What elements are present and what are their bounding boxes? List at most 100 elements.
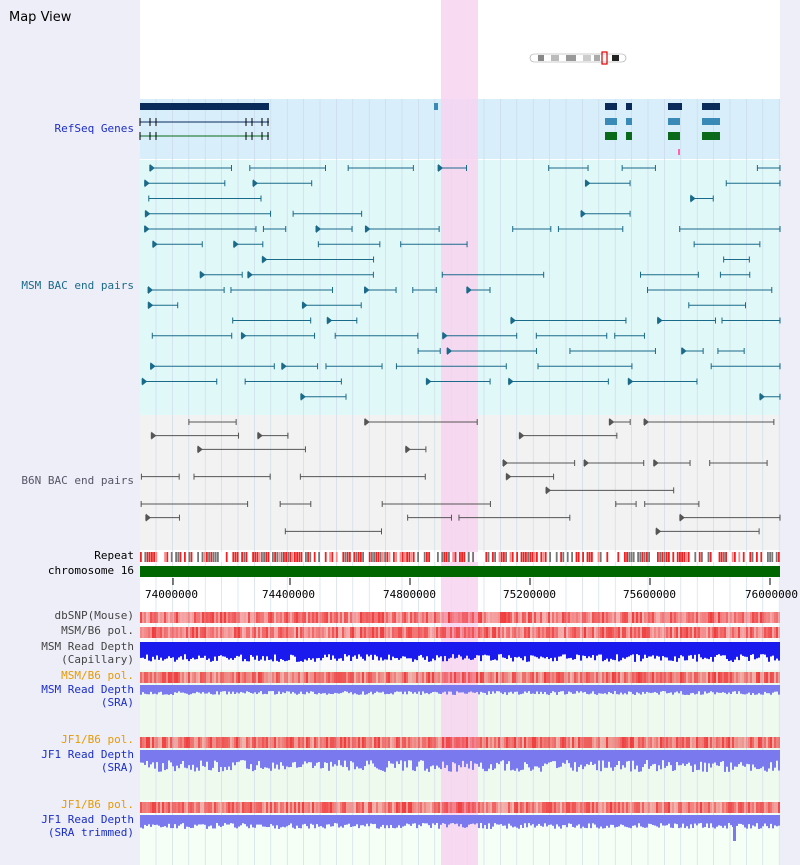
- msm-b6-pol-cell: [192, 627, 194, 638]
- msm-depth-sra-bar: [584, 685, 586, 692]
- msm-b6-pol-sra-cell: [246, 672, 248, 683]
- msm-b6-pol-sra-cell: [342, 672, 344, 683]
- msm-depth-capillary-bar: [378, 642, 380, 661]
- jf1-depth-trim-bar: [240, 815, 242, 826]
- repeat-mark: [140, 552, 142, 562]
- jf1-b6-pol-2-cell: [162, 802, 164, 813]
- dbsnp-cell: [492, 612, 494, 623]
- msm-depth-sra-bar: [440, 685, 442, 695]
- msm-depth-sra-bar: [400, 685, 402, 692]
- repeat-mark: [377, 552, 380, 562]
- jf1-depth-sra-bar: [298, 750, 300, 768]
- msm-depth-sra-bar: [764, 685, 766, 692]
- repeat-mark: [157, 552, 160, 562]
- repeat-mark: [575, 552, 578, 562]
- repeat-mark: [412, 552, 415, 562]
- msm-depth-capillary-bar: [734, 642, 736, 660]
- dbsnp-cell: [728, 612, 730, 623]
- jf1-depth-trim-bar: [454, 815, 456, 825]
- jf1-depth-trim-bar: [658, 815, 660, 828]
- repeat-mark: [179, 552, 182, 562]
- msm-depth-sra-bar: [466, 685, 468, 694]
- msm-depth-sra-bar: [228, 685, 230, 692]
- jf1-depth-sra-bar: [446, 750, 448, 766]
- jf1-b6-pol-2-cell: [548, 802, 550, 813]
- dbsnp-cell: [364, 612, 366, 623]
- msm-b6-pol-sra-cell: [542, 672, 544, 683]
- jf1-b6-pol-1-cell: [592, 737, 594, 748]
- repeat-mark: [243, 552, 246, 562]
- jf1-depth-sra-bar: [460, 750, 462, 768]
- repeat-mark: [432, 552, 435, 562]
- msm-depth-sra-bar: [622, 685, 624, 695]
- msm-depth-capillary-bar: [368, 642, 370, 657]
- jf1-depth-sra-bar: [512, 750, 514, 770]
- msm-depth-capillary-bar: [468, 642, 470, 659]
- jf1-depth-sra-bar: [260, 750, 262, 768]
- msm-b6-pol-cell: [464, 627, 466, 638]
- msm-b6-pol-sra-cell: [144, 672, 146, 683]
- msm-depth-sra-bar: [408, 685, 410, 692]
- jf1-depth-trim-bar: [562, 815, 564, 826]
- jf1-b6-pol-2-cell: [612, 802, 614, 813]
- repeat-mark: [487, 552, 490, 562]
- jf1-b6-pol-1-cell: [744, 737, 746, 748]
- dbsnp-cell: [560, 612, 562, 623]
- msm-depth-sra-bar: [682, 685, 684, 695]
- jf1-b6-pol-1-cell: [272, 737, 274, 748]
- jf1-depth-sra-bar: [354, 750, 356, 770]
- msm-b6-pol-sra-cell: [660, 672, 662, 683]
- repeat-mark: [729, 552, 732, 562]
- msm-b6-pol-cell: [722, 627, 724, 638]
- jf1-b6-pol-2-cell: [340, 802, 342, 813]
- repeat-mark: [342, 552, 345, 562]
- jf1-b6-pol-2-cell: [436, 802, 438, 813]
- dbsnp-cell: [146, 612, 148, 623]
- jf1-b6-pol-1-cell: [654, 737, 656, 748]
- msm-depth-capillary-bar: [266, 642, 268, 657]
- jf1-depth-sra-bar: [314, 750, 316, 766]
- msm-b6-pol-sra-cell: [676, 672, 678, 683]
- jf1-b6-pol-1-cell: [262, 737, 264, 748]
- msm-b6-pol-sra-cell: [392, 672, 394, 683]
- msm-b6-pol-cell: [662, 627, 664, 638]
- msm-b6-pol-cell: [290, 627, 292, 638]
- jf1-b6-pol-1-cell: [452, 737, 454, 748]
- jf1-depth-sra-bar: [696, 750, 698, 771]
- msm-b6-pol-sra-cell: [642, 672, 644, 683]
- jf1-depth-sra-bar: [692, 750, 694, 772]
- msm-b6-pol-cell: [568, 627, 570, 638]
- repeat-mark: [265, 552, 268, 562]
- jf1-b6-pol-1-cell: [298, 737, 300, 748]
- jf1-b6-pol-2-cell: [610, 802, 612, 813]
- msm-b6-pol-sra-cell: [142, 672, 144, 683]
- jf1-b6-pol-2-cell: [726, 802, 728, 813]
- jf1-b6-pol-1-cell: [296, 737, 298, 748]
- msm-b6-pol-sra-cell: [672, 672, 674, 683]
- jf1-depth-trim-bar: [388, 815, 390, 829]
- dbsnp-cell: [460, 612, 462, 623]
- msm-b6-pol-cell: [738, 627, 740, 638]
- msm-depth-capillary-bar: [302, 642, 304, 662]
- dbsnp-cell: [394, 612, 396, 623]
- jf1-depth-sra-bar: [300, 750, 302, 768]
- msm-b6-pol-cell: [204, 627, 206, 638]
- msm-depth-sra-bar: [210, 685, 212, 694]
- repeat-mark: [375, 552, 378, 562]
- msm-depth-capillary-bar: [718, 642, 720, 655]
- jf1-b6-pol-2-cell: [608, 802, 610, 813]
- jf1-depth-sra-bar: [444, 750, 446, 768]
- repeat-mark: [604, 552, 606, 562]
- msm-b6-pol-cell: [510, 627, 512, 638]
- msm-b6-pol-cell: [642, 627, 644, 638]
- msm-depth-capillary-bar: [694, 642, 696, 655]
- jf1-b6-pol-1-cell: [598, 737, 600, 748]
- jf1-depth-sra-bar: [424, 750, 426, 771]
- msm-depth-sra-bar: [718, 685, 720, 693]
- msm-depth-capillary-bar: [524, 642, 526, 657]
- track-label-jf1-read-trim-1: JF1 Read Depth: [41, 813, 134, 826]
- msm-b6-pol-sra-cell: [298, 672, 300, 683]
- jf1-b6-pol-1-cell: [604, 737, 606, 748]
- msm-depth-capillary-bar: [762, 642, 764, 655]
